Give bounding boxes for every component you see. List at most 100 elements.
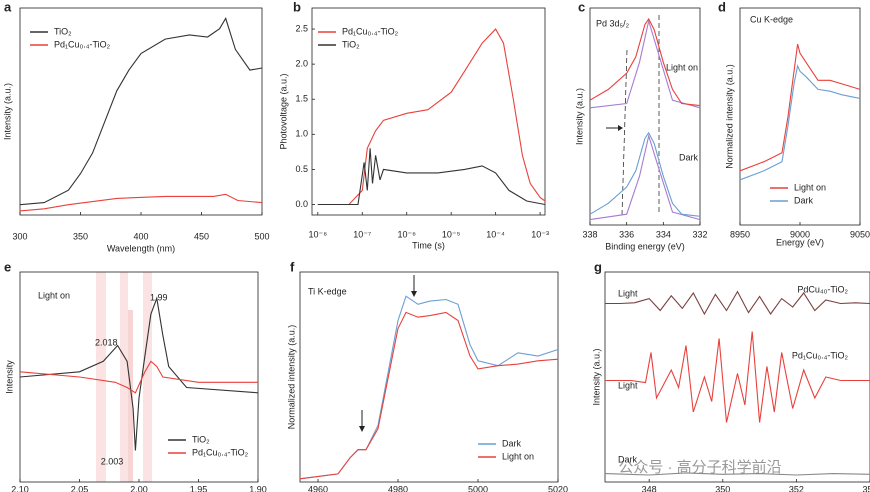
x-tick-label: 336 (619, 229, 634, 239)
annotation: Light (618, 288, 638, 298)
annotation: Light (618, 380, 638, 390)
legend-label: Light on (794, 182, 826, 192)
y-axis-label: Intensity (a.u.) (2, 83, 12, 140)
arrow-head (618, 125, 623, 131)
plot-frame (311, 7, 546, 216)
highlight-band (124, 310, 133, 482)
x-tick-label: 352 (789, 484, 804, 492)
x-tick-label: 5020 (548, 484, 568, 492)
x-tick-label: 350 (715, 484, 730, 492)
x-tick-label: 2.10 (11, 484, 29, 492)
panel-letter: b (293, 0, 301, 14)
annotation: Light on (666, 62, 698, 72)
x-tick-label: 1.95 (190, 484, 208, 492)
x-tick-label: 8950 (730, 229, 750, 239)
x-tick-label: 1.90 (249, 484, 267, 492)
y-tick-label: 2.5 (295, 23, 308, 33)
series-line (605, 331, 870, 423)
annotation: 2.003 (101, 456, 124, 466)
legend-label: Dark (502, 438, 522, 448)
y-axis-label: Normalized intensity (a.u.) (286, 325, 296, 430)
x-axis-label: Wavelength (nm) (107, 243, 175, 253)
x-tick-label: 4960 (308, 484, 328, 492)
x-tick-label: 338 (582, 229, 597, 239)
legend-label: TiO₂ (342, 39, 360, 49)
plot-frame (299, 271, 559, 483)
x-tick-label: 400 (133, 231, 148, 241)
annotation: 2.018 (95, 337, 118, 347)
x-tick-label: 354 (862, 484, 870, 492)
x-tick-label: 300 (12, 231, 27, 241)
series-line (589, 131, 701, 217)
x-tick-label: 348 (642, 484, 657, 492)
annotation: Light on (38, 290, 70, 300)
x-tick-label: 10⁻⁵ (442, 229, 461, 239)
panel-letter: a (4, 0, 12, 14)
y-tick-label: 0.5 (295, 164, 308, 174)
y-axis-label: Photovoltage (a.u.) (278, 73, 288, 149)
x-tick-label: 2.00 (130, 484, 148, 492)
y-tick-label: 1.5 (295, 94, 308, 104)
series-line (19, 360, 258, 394)
x-tick-label: 9000 (790, 229, 810, 239)
annotation: Pd 3d₅/₂ (596, 18, 630, 28)
series-line (604, 472, 870, 476)
series-label: Pd₁Cu₀.₄-TiO₂ (792, 350, 849, 360)
dashed-guide (621, 49, 628, 216)
x-axis-label: Binding energy (eV) (605, 241, 685, 251)
series-line (317, 148, 546, 206)
legend-label: Pd₁Cu₀.₄-TiO₂ (192, 447, 249, 457)
series-label: PdCu₄₀-TiO₂ (797, 284, 848, 294)
x-tick-label: 450 (194, 231, 209, 241)
annotation: Cu K-edge (750, 14, 793, 24)
highlight-band (143, 272, 152, 482)
annotation: Dark (679, 152, 699, 162)
plot-frame (604, 271, 870, 483)
series-line (589, 18, 701, 109)
series-line (19, 17, 263, 206)
panel-letter: c (578, 0, 585, 14)
legend-label: Light on (502, 451, 534, 461)
series-line (739, 44, 861, 172)
y-axis-label: Normalized intensity (a.u.) (724, 64, 734, 169)
highlight-band (120, 272, 128, 482)
x-tick-label: 2.05 (71, 484, 89, 492)
series-line (299, 311, 559, 480)
annotation: Ti K-edge (308, 286, 347, 296)
y-tick-label: 0.0 (295, 199, 308, 209)
x-tick-label: 10⁻⁸ (309, 229, 328, 239)
legend-label: TiO₂ (54, 26, 72, 36)
series-line (317, 28, 546, 206)
x-tick-label: 10⁻³ (531, 229, 549, 239)
watermark: 公众号 · 高分子科学前沿 (618, 459, 781, 476)
legend-label: Pd₁Cu₀.₄-TiO₂ (54, 39, 111, 49)
y-axis-label: Intensity (a.u.) (591, 348, 601, 405)
y-axis-label: Intensity (4, 360, 14, 394)
legend-label: TiO₂ (192, 434, 210, 444)
legend-label: Dark (794, 195, 814, 205)
x-axis-label: Time (s) (412, 240, 445, 250)
panel-letter: g (594, 259, 602, 274)
y-tick-label: 2.0 (295, 59, 308, 69)
y-tick-label: 1.0 (295, 129, 308, 139)
series-line (19, 296, 259, 451)
x-tick-label: 500 (254, 231, 269, 241)
panel-letter: f (290, 259, 295, 274)
highlight-band (96, 272, 106, 482)
x-tick-label: 10⁻⁴ (486, 229, 505, 239)
annotation: 1.99 (150, 292, 168, 302)
legend-label: Pd₁Cu₀.₄-TiO₂ (342, 26, 399, 36)
series-line (739, 64, 861, 181)
panel-letter: d (718, 0, 726, 14)
annotation: Dark (618, 454, 638, 464)
x-tick-label: 5000 (468, 484, 488, 492)
series-line (605, 290, 870, 316)
x-tick-label: 350 (73, 231, 88, 241)
panel-letter: e (4, 259, 11, 274)
plot-frame (589, 7, 701, 226)
x-tick-label: 10⁻⁷ (353, 229, 371, 239)
x-tick-label: 332 (692, 229, 707, 239)
x-tick-label: 334 (656, 229, 671, 239)
x-axis-label: Energy (eV) (776, 237, 824, 247)
